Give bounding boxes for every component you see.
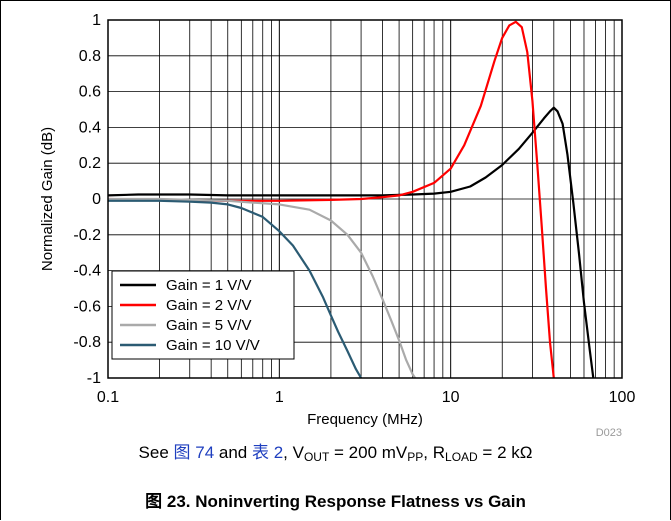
x-tick-label: 100 (609, 389, 636, 406)
y-tick-label: 0 (92, 191, 101, 208)
note-see: See (138, 443, 174, 462)
legend: Gain = 1 V/V Gain = 2 V/V Gain = 5 V/V Gain… (111, 270, 295, 360)
grid (108, 20, 622, 378)
series-line-3 (108, 197, 417, 378)
y-tick-label: -0.4 (73, 263, 101, 280)
legend-entry: Gain = 10 V/V (166, 337, 260, 354)
note-rload-value: = 2 kΩ (477, 443, 533, 462)
y-tick-label: 0.2 (79, 155, 101, 172)
x-tick-label: 0.1 (97, 389, 119, 406)
y-axis-label: Normalized Gain (dB) (39, 127, 56, 271)
series-line-4 (108, 199, 363, 378)
note-rload-prefix: , R (423, 443, 446, 462)
y-tick-label: 0.6 (79, 84, 101, 101)
note-rload-subscript: LOAD (445, 450, 478, 464)
note-and: and (214, 443, 252, 462)
legend-entry: Gain = 1 V/V (166, 277, 251, 294)
y-tick-label: 1 (92, 12, 101, 29)
note-vout-prefix: , V (283, 443, 304, 462)
y-tick-label: -0.2 (73, 227, 101, 244)
y-tick-label: 0.8 (79, 48, 101, 65)
figure-caption: 图 23. Noninverting Response Flatness vs … (145, 492, 526, 511)
figure-link[interactable]: 图 74 (173, 443, 215, 462)
legend-entry: Gain = 5 V/V (166, 317, 251, 334)
series-line-2 (108, 20, 555, 378)
y-tick-label: 0.4 (79, 119, 101, 136)
note-vout-value: = 200 mV (329, 443, 408, 462)
test-conditions-note: See 图 74 and 表 2, VOUT = 200 mVPP, RLOAD… (0, 438, 671, 464)
series-line-1 (108, 106, 595, 378)
note-pp-subscript: PP (407, 450, 424, 464)
tick-labels: 0.1 1 10 100 1 0.8 0.6 0.4 0.2 0 -0.2 -0.4 -0.6 -0.8 -… (73, 12, 635, 406)
plot-area-border (107, 19, 623, 379)
legend-entry: Gain = 2 V/V (166, 297, 251, 314)
y-tick-label: -1 (87, 370, 101, 387)
x-tick-label: 10 (442, 389, 460, 406)
series-lines (108, 20, 595, 378)
y-tick-label: -0.8 (73, 334, 101, 351)
table-link[interactable]: 表 2 (251, 443, 284, 462)
note-vout-subscript: OUT (303, 450, 330, 464)
figure-code: D023 (596, 427, 622, 439)
y-tick-label: -0.6 (73, 298, 101, 315)
x-tick-label: 1 (275, 389, 284, 406)
x-axis-label: Frequency (MHz) (307, 411, 423, 428)
chart: 0.1 1 10 100 1 0.8 0.6 0.4 0.2 0 -0.2 -0.4 -0.6 -0.8 -… (39, 12, 635, 439)
